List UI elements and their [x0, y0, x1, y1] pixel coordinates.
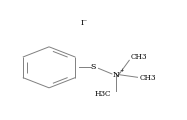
Text: CH3: CH3	[140, 74, 157, 82]
Text: +: +	[120, 68, 124, 73]
Text: S: S	[91, 63, 96, 71]
Text: N: N	[112, 71, 119, 79]
Text: I⁻: I⁻	[80, 19, 87, 27]
Text: H3C: H3C	[94, 90, 111, 98]
Text: CH3: CH3	[131, 53, 148, 61]
